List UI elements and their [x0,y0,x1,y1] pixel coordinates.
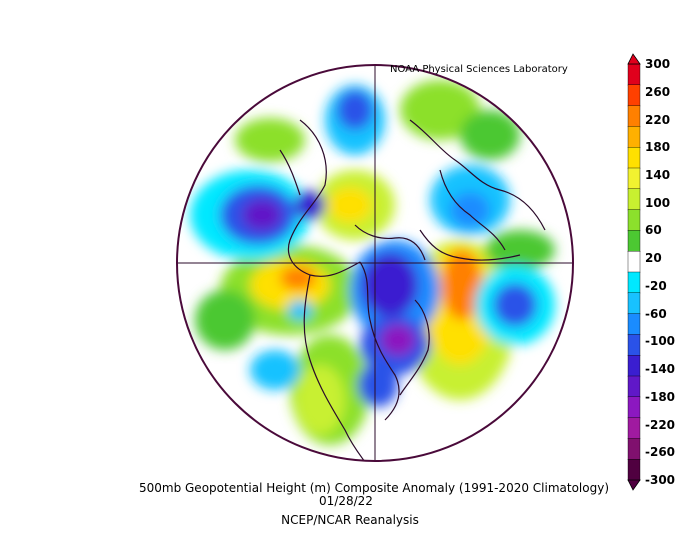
map-title: 500mb Geopotential Height (m) Composite … [138,481,609,495]
colorbar-label: -20 [645,278,667,293]
colorbar-cell [627,375,641,398]
colorbar-cell [627,417,641,440]
colorbar-top-arrow [627,53,641,65]
colorbar-cell [627,334,641,356]
anomaly-field [177,65,573,461]
colorbar-label: -300 [645,473,676,487]
colorbar-cell [627,292,641,315]
colorbar-cell [627,167,641,190]
colorbar-bottom-arrow [627,479,641,491]
colorbar-cell [627,438,641,460]
colorbar-cell [627,313,641,336]
colorbar-cell [627,146,641,169]
colorbar-label: 180 [645,140,671,155]
map-date: 01/28/22 [319,494,373,508]
colorbar-cell [627,209,641,232]
colorbar [627,63,641,481]
map-source: NCEP/NCAR Reanalysis [281,513,419,527]
colorbar-label: 100 [645,195,671,210]
colorbar-label: -60 [645,306,667,321]
colorbar-cell [627,355,641,377]
colorbar-cell [627,459,641,481]
colorbar-cell [627,230,641,252]
colorbar-label: 260 [645,84,671,99]
map-outline [176,64,574,462]
colorbar-label: 20 [645,251,662,266]
colorbar-label: -220 [645,417,676,432]
colorbar-cell [627,271,641,294]
colorbar-label: 140 [645,167,671,182]
colorbar-label: -180 [645,389,676,404]
colorbar-cell [627,84,641,107]
colorbar-cell [627,126,641,148]
colorbar-cell [627,105,641,128]
anomaly-patch-europe-ridge [400,80,480,140]
colorbar-cell [627,250,641,273]
colorbar-label: 60 [645,223,662,238]
colorbar-label: 220 [645,112,671,127]
colorbar-cell [627,396,641,419]
coastlines [279,119,546,461]
colorbar-label: -260 [645,445,676,460]
colorbar-label: -140 [645,362,676,377]
credit-label: NOAA Physical Sciences Laboratory [390,64,568,75]
colorbar-label: -100 [645,334,676,349]
colorbar-cell [627,188,641,211]
colorbar-cell [627,63,641,86]
colorbar-label: 300 [645,57,671,71]
